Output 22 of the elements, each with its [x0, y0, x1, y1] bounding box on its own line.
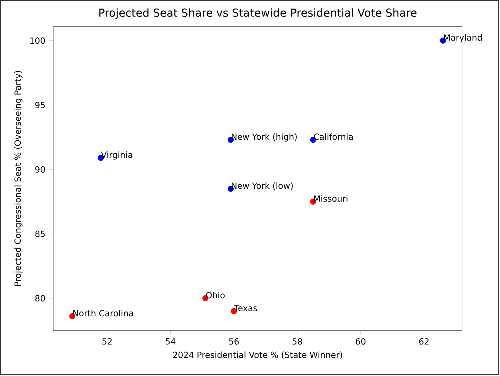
- annotation: Texas: [234, 305, 258, 312]
- annotation: Missouri: [314, 195, 348, 202]
- annotation: Ohio: [206, 292, 225, 299]
- x-tick-label: 62: [419, 338, 429, 345]
- y-axis-title: Projected Congressional Seat % (Overseeing Party): [14, 71, 23, 286]
- annotation: New York (high): [232, 134, 297, 142]
- chart-title: Projected Seat Share vs Statewide Presidential Vote Share: [100, 8, 417, 20]
- x-tick-label: 58: [292, 338, 302, 345]
- y-tick-label: 80: [36, 295, 46, 302]
- annotation: New York (low): [232, 182, 293, 190]
- y-tick-label: 85: [36, 230, 45, 238]
- annotation: California: [314, 134, 354, 140]
- y-tick-label: 100: [30, 38, 46, 44]
- y-tick-label: 95: [35, 102, 45, 108]
- annotation: North Carolina: [74, 310, 134, 317]
- x-tick-label: 60: [356, 338, 366, 345]
- x-axis-title: 2024 Presidential Vote % (State Winner): [173, 352, 342, 360]
- x-tick-label: 52: [102, 338, 112, 345]
- y-tick-label: 90: [35, 166, 46, 173]
- x-tick-label: 56: [229, 338, 239, 345]
- x-tick-label: 54: [166, 338, 176, 345]
- annotation: Virginia: [101, 152, 132, 160]
